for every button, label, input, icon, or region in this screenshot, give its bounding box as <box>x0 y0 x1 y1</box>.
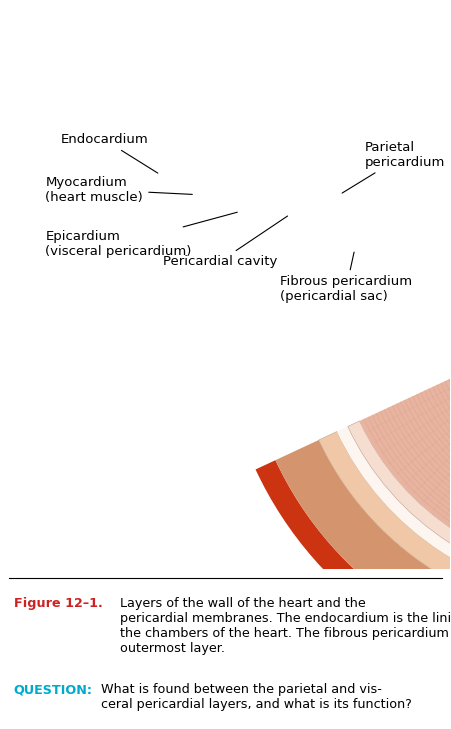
Text: Endocardium: Endocardium <box>60 133 158 173</box>
Wedge shape <box>337 426 451 599</box>
Text: Fibrous pericardium
(pericardial sac): Fibrous pericardium (pericardial sac) <box>280 252 412 303</box>
Text: Parietal
pericardium: Parietal pericardium <box>342 141 445 193</box>
Text: Myocardium
(heart muscle): Myocardium (heart muscle) <box>46 176 192 203</box>
Wedge shape <box>348 421 451 587</box>
Text: Figure 12–1.: Figure 12–1. <box>14 598 102 610</box>
Text: Pericardial cavity: Pericardial cavity <box>163 216 288 268</box>
Wedge shape <box>319 432 451 618</box>
Text: What is found between the parietal and vis-
ceral pericardial layers, and what i: What is found between the parietal and v… <box>101 683 412 712</box>
Wedge shape <box>256 460 451 688</box>
Text: QUESTION:: QUESTION: <box>14 683 92 696</box>
Wedge shape <box>276 440 451 666</box>
Text: Layers of the wall of the heart and the
pericardial membranes. The endocardium i: Layers of the wall of the heart and the … <box>120 598 451 655</box>
Text: Epicardium
(visceral pericardium): Epicardium (visceral pericardium) <box>46 212 237 258</box>
Wedge shape <box>359 351 451 574</box>
